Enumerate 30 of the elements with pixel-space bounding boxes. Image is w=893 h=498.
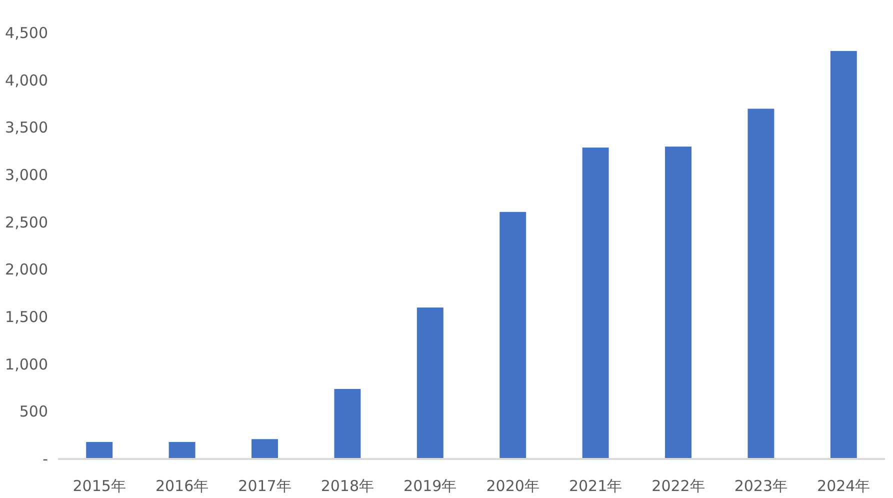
y-tick-label: 4,000 — [5, 71, 48, 90]
x-tick-label: 2024年 — [817, 477, 870, 495]
x-tick-label: 2016年 — [155, 477, 209, 495]
y-tick-label: 1,500 — [5, 308, 48, 326]
bar — [748, 108, 774, 459]
y-tick-label: - — [42, 450, 48, 468]
x-tick-label: 2019年 — [404, 477, 457, 495]
x-tick-label: 2017年 — [238, 477, 292, 495]
y-tick-label: 500 — [19, 402, 48, 421]
bar — [334, 388, 361, 459]
bar — [168, 442, 196, 459]
x-tick-label: 2021年 — [568, 477, 622, 495]
x-tick-label: 2015年 — [72, 477, 126, 495]
y-tick-label: 2,000 — [5, 260, 48, 279]
bar — [665, 146, 692, 459]
bar — [582, 148, 609, 459]
bar — [500, 212, 526, 459]
bar — [830, 50, 857, 459]
x-tick-label: 2022年 — [652, 477, 705, 495]
bar — [252, 439, 278, 459]
y-tick-label: 1,000 — [5, 355, 48, 374]
y-tick-label: 3,500 — [5, 118, 48, 137]
y-tick-label: 3,000 — [5, 166, 48, 184]
x-tick-label: 2018年 — [320, 477, 374, 495]
bar — [416, 308, 444, 459]
x-tick-label: 2023年 — [734, 477, 788, 495]
y-tick-label: 2,500 — [5, 213, 48, 232]
bar — [86, 442, 113, 459]
y-tick-label: 4,500 — [5, 24, 48, 42]
x-tick-label: 2020年 — [486, 477, 540, 495]
